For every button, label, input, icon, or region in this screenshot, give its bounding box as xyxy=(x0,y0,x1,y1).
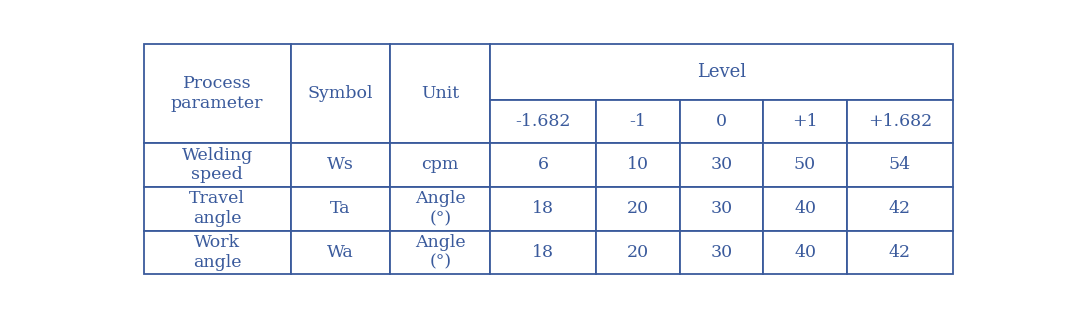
Text: +1.682: +1.682 xyxy=(868,113,932,130)
Text: Process
parameter: Process parameter xyxy=(171,75,263,112)
Bar xyxy=(846,187,953,231)
Text: 42: 42 xyxy=(889,200,911,217)
Bar xyxy=(391,44,490,143)
Text: 30: 30 xyxy=(710,200,733,217)
Bar xyxy=(490,100,596,143)
Text: Ws: Ws xyxy=(327,156,354,173)
Text: -1.682: -1.682 xyxy=(516,113,571,130)
Text: Symbol: Symbol xyxy=(308,85,373,102)
Text: Angle
(°): Angle (°) xyxy=(415,234,465,271)
Bar xyxy=(846,100,953,143)
Bar xyxy=(490,231,596,274)
Bar xyxy=(490,187,596,231)
Text: 20: 20 xyxy=(627,244,649,261)
Text: -1: -1 xyxy=(629,113,646,130)
Bar xyxy=(391,143,490,187)
Bar xyxy=(291,231,391,274)
Text: Work
angle: Work angle xyxy=(193,234,242,271)
Text: Angle
(°): Angle (°) xyxy=(415,190,465,227)
Text: +1: +1 xyxy=(792,113,817,130)
Bar xyxy=(143,44,291,143)
Bar xyxy=(291,187,391,231)
Text: Travel
angle: Travel angle xyxy=(189,190,245,227)
Text: 18: 18 xyxy=(532,200,554,217)
Bar xyxy=(679,187,763,231)
Text: Level: Level xyxy=(697,63,746,81)
Text: 6: 6 xyxy=(537,156,549,173)
Bar xyxy=(679,231,763,274)
Bar xyxy=(596,187,679,231)
Text: Wa: Wa xyxy=(327,244,354,261)
Bar xyxy=(143,231,291,274)
Bar xyxy=(763,143,846,187)
Bar xyxy=(143,143,291,187)
Text: 0: 0 xyxy=(716,113,727,130)
Bar xyxy=(391,187,490,231)
Bar xyxy=(596,143,679,187)
Bar xyxy=(490,143,596,187)
Bar xyxy=(763,187,846,231)
Bar xyxy=(596,231,679,274)
Bar xyxy=(596,100,679,143)
Bar xyxy=(679,100,763,143)
Text: Ta: Ta xyxy=(331,200,351,217)
Text: 54: 54 xyxy=(889,156,911,173)
Text: 40: 40 xyxy=(794,244,816,261)
Bar xyxy=(763,100,846,143)
Text: 50: 50 xyxy=(794,156,816,173)
Text: 30: 30 xyxy=(710,244,733,261)
Text: cpm: cpm xyxy=(422,156,459,173)
Text: 18: 18 xyxy=(532,244,554,261)
Text: 42: 42 xyxy=(889,244,911,261)
Bar xyxy=(846,143,953,187)
Text: 10: 10 xyxy=(627,156,649,173)
Bar xyxy=(143,187,291,231)
Bar xyxy=(490,44,953,100)
Text: 30: 30 xyxy=(710,156,733,173)
Bar xyxy=(291,44,391,143)
Bar xyxy=(846,231,953,274)
Bar xyxy=(391,231,490,274)
Text: Unit: Unit xyxy=(422,85,459,102)
Text: 40: 40 xyxy=(794,200,816,217)
Text: 20: 20 xyxy=(627,200,649,217)
Bar xyxy=(291,143,391,187)
Text: Welding
speed: Welding speed xyxy=(182,146,253,183)
Bar xyxy=(763,231,846,274)
Bar xyxy=(679,143,763,187)
